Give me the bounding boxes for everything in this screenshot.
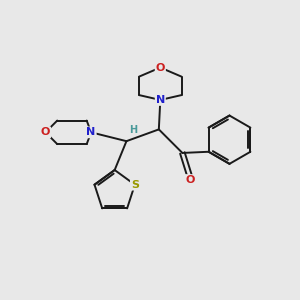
Text: S: S xyxy=(131,180,139,190)
Text: N: N xyxy=(86,127,96,137)
Text: H: H xyxy=(129,125,137,135)
Text: N: N xyxy=(156,95,165,105)
Text: O: O xyxy=(41,127,50,137)
Text: O: O xyxy=(156,63,165,73)
Text: O: O xyxy=(185,175,194,185)
